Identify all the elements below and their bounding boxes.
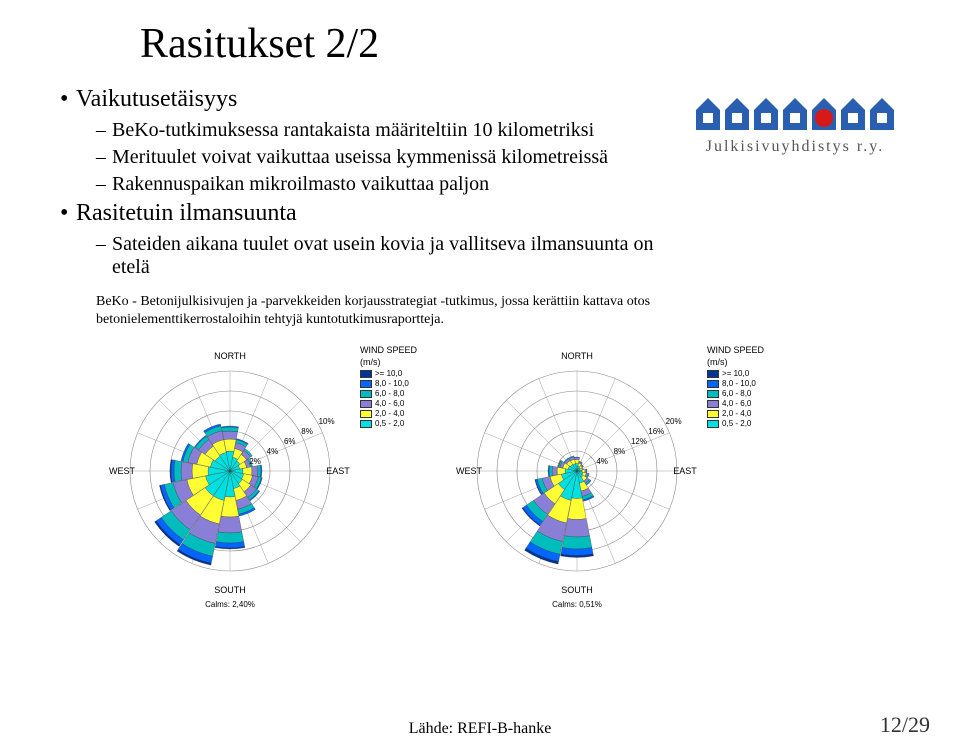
house-icon [752, 96, 780, 132]
svg-text:NORTH: NORTH [561, 351, 593, 361]
content-row: Vaikutusetäisyys BeKo-tutkimuksessa rant… [60, 86, 920, 329]
legend-row: 6,0 - 8,0 [360, 389, 417, 398]
text-column: Vaikutusetäisyys BeKo-tutkimuksessa rant… [60, 86, 670, 329]
windrose-2-svg: 20%16%12% 8% 4% NORTH SOUTH WEST EAST Calms: 0,… [447, 341, 707, 611]
svg-text:NORTH: NORTH [214, 351, 246, 361]
windrose-chart-2: 20%16%12% 8% 4% NORTH SOUTH WEST EAST Calms: 0,… [447, 341, 764, 611]
house-icon [810, 96, 838, 132]
house-icon [723, 96, 751, 132]
slide-container: Rasitukset 2/2 Vaikutusetäisyys BeKo-tut… [0, 0, 960, 748]
svg-text:12%: 12% [631, 437, 647, 446]
bullet-seawind: Merituulet voivat vaikuttaa useissa kymm… [60, 146, 670, 169]
windrose-chart-1: 10% 8% 6% 4% 2% NORTH SOUTH WEST EAST Calms: 2,40… [100, 341, 417, 611]
svg-text:8%: 8% [614, 447, 626, 456]
svg-text:10%: 10% [319, 417, 335, 426]
legend-unit: (m/s) [360, 357, 417, 367]
legend-1: WIND SPEED (m/s) >= 10,08,0 - 10,06,0 - 8,… [360, 345, 417, 429]
legend-row: >= 10,0 [360, 369, 417, 378]
legend-row: 6,0 - 8,0 [707, 389, 764, 398]
charts-row: 10% 8% 6% 4% 2% NORTH SOUTH WEST EAST Calms: 2,40… [100, 341, 920, 611]
svg-text:4%: 4% [267, 447, 279, 456]
legend-row: 8,0 - 10,0 [707, 379, 764, 388]
legend-unit: (m/s) [707, 357, 764, 367]
house-icon [839, 96, 867, 132]
legend-row: 8,0 - 10,0 [360, 379, 417, 388]
bullet-beko-coast: BeKo-tutkimuksessa rantakaista määritelt… [60, 119, 670, 142]
footer-source: Lähde: REFI-B-hanke [409, 720, 552, 738]
svg-text:SOUTH: SOUTH [214, 585, 246, 595]
house-icon [694, 96, 722, 132]
svg-text:6%: 6% [284, 437, 296, 446]
legend-row: 2,0 - 4,0 [360, 409, 417, 418]
windrose-1-svg: 10% 8% 6% 4% 2% NORTH SOUTH WEST EAST Calms: 2,40… [100, 341, 360, 611]
bullet-stressed-direction: Rasitetuin ilmansuunta [60, 200, 670, 227]
legend-row: >= 10,0 [707, 369, 764, 378]
slide-title: Rasitukset 2/2 [140, 20, 920, 68]
legend-row: 4,0 - 6,0 [707, 399, 764, 408]
svg-text:16%: 16% [648, 427, 664, 436]
svg-text:Calms: 0,51%: Calms: 0,51% [552, 600, 602, 609]
bullet-microclimate: Rakennuspaikan mikroilmasto vaikuttaa pa… [60, 173, 670, 196]
svg-text:Calms: 2,40%: Calms: 2,40% [205, 600, 255, 609]
footer-page-number: 12/29 [880, 712, 930, 738]
legend-title: WIND SPEED [360, 345, 417, 355]
legend-row: 0,5 - 2,0 [360, 419, 417, 428]
svg-text:20%: 20% [666, 417, 682, 426]
bullet-impact-range: Vaikutusetäisyys [60, 86, 670, 113]
bullet-rain-winds: Sateiden aikana tuulet ovat usein kovia … [60, 233, 670, 279]
legend-row: 2,0 - 4,0 [707, 409, 764, 418]
svg-text:4%: 4% [596, 457, 608, 466]
svg-text:2%: 2% [249, 457, 261, 466]
logo-text: Julkisivuyhdistys r.y. [670, 138, 920, 156]
legend-2: WIND SPEED (m/s) >= 10,08,0 - 10,06,0 - 8,… [707, 345, 764, 429]
logo-area: Julkisivuyhdistys r.y. [670, 86, 920, 329]
legend-row: 4,0 - 6,0 [360, 399, 417, 408]
svg-text:WEST: WEST [109, 466, 136, 476]
legend-title: WIND SPEED [707, 345, 764, 355]
beko-caption: BeKo - Betonijulkisivujen ja -parvekkeid… [60, 293, 670, 329]
svg-text:SOUTH: SOUTH [561, 585, 593, 595]
logo-houses-icon [670, 96, 920, 132]
svg-text:8%: 8% [301, 427, 313, 436]
svg-text:EAST: EAST [326, 466, 350, 476]
house-icon [868, 96, 896, 132]
svg-text:WEST: WEST [456, 466, 483, 476]
house-icon [781, 96, 809, 132]
svg-text:EAST: EAST [673, 466, 697, 476]
legend-row: 0,5 - 2,0 [707, 419, 764, 428]
